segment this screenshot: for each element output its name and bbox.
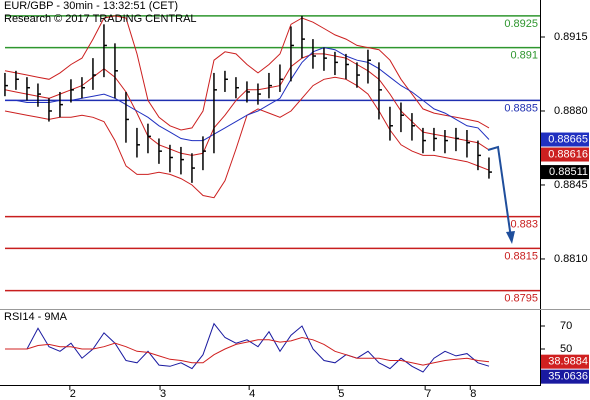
x-tick-label: 4 [249,388,255,400]
level-label: 0.8885 [504,102,538,114]
forecast-arrowhead [506,231,515,244]
indicator-line [5,322,490,373]
price-tag [541,369,589,384]
x-tick-label: 7 [425,388,431,400]
y-tick-label: 0.8915 [554,31,588,43]
price-tag-label: 35.0636 [548,371,588,383]
x-tick-label: 2 [70,388,76,400]
price-tag [541,132,589,147]
level-label: 0.8795 [504,293,538,305]
y-tick-label: 0.8810 [554,253,588,265]
level-label: 0.883 [510,219,538,231]
level-label: 0.891 [510,49,538,61]
price-tag [541,165,589,180]
marks: 0.8915 0.8880 0.8845 0.8810 0.8925 0.891 0.888… [4,15,589,400]
price-tag-label: 0.88616 [548,148,588,160]
indicator-line [5,47,490,142]
chart-subtitle: Research © 2017 TRADING CENTRAL [4,13,197,25]
indicator-line [5,336,490,366]
price-tag-label: 38.9884 [548,356,588,368]
indicator-line [4,15,490,131]
y-tick-label: 0.8845 [554,179,588,191]
price-tag-label: 0.88665 [548,133,588,145]
y-tick-label: 70 [560,320,572,332]
forecast-arrow [487,145,512,239]
level-label: 0.8925 [504,18,538,30]
chart-title: EUR/GBP - 30min - 13:32:51 (CET) [4,0,178,12]
y-tick-label: 0.8880 [554,105,588,117]
price-tag-label: 0.88511 [549,166,588,178]
x-tick-label: 3 [160,388,166,400]
x-tick-label: 8 [470,388,476,400]
y-tick-label: 50 [560,343,572,355]
indicator-title: RSI14 - 9MA [4,311,68,323]
x-tick-label: 5 [338,388,344,400]
price-tag [541,354,589,369]
level-label: 0.8815 [504,250,538,262]
price-tag [541,147,589,162]
